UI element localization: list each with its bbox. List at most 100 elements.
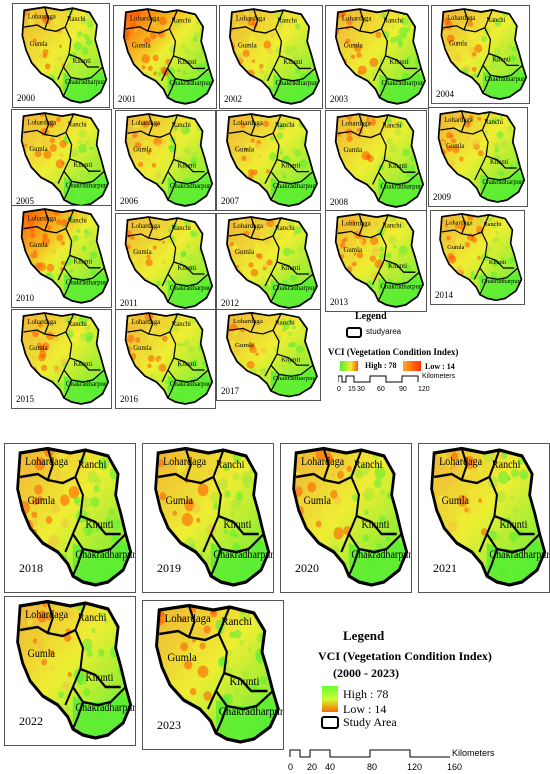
district-boundary — [356, 514, 397, 536]
scale-tick-label: 160 — [447, 762, 463, 772]
district-boundary — [441, 213, 467, 235]
district-boundary — [377, 271, 420, 286]
district-label-chakradharpur: Chakradharpur — [482, 179, 523, 186]
year-label: 2007 — [221, 196, 239, 206]
study-area-outline — [20, 112, 110, 207]
map-panel-2017: Lohardaga Ranchi Gumla Khunti Chakradharpur 2… — [216, 309, 321, 401]
district-boundary — [358, 214, 389, 239]
study-area-outline — [226, 216, 318, 309]
study-area-outline — [20, 312, 110, 405]
district-label-lohardaga: Lohardaga — [25, 455, 68, 468]
district-label-gumla: Gumla — [133, 146, 151, 153]
district-boundary — [223, 671, 268, 693]
district-boundary — [323, 449, 363, 485]
district-label-khunti: Khunti — [389, 58, 408, 66]
district-label-lohardaga: Lohardaga — [27, 319, 56, 326]
district-boundary — [482, 64, 523, 78]
year-label: 2008 — [330, 197, 348, 207]
district-label-chakradharpur: Chakradharpur — [66, 182, 107, 189]
district-label-ranchi: Ranchi — [484, 119, 503, 126]
district-label-lohardaga: Lohardaga — [25, 608, 68, 621]
district-boundary — [358, 114, 389, 139]
district-boundary — [279, 55, 312, 70]
district-label-ranchi: Ranchi — [277, 16, 297, 24]
year-label: 2020 — [295, 561, 319, 575]
district-label-chakradharpur: Chakradharpur — [275, 79, 317, 87]
district-label-ranchi: Ranchi — [216, 458, 244, 471]
vci-map-2017: Lohardaga Ranchi Gumla Khunti Chakradharpur — [226, 311, 318, 398]
year-label: 2014 — [435, 290, 453, 300]
scale-tick-label: 0 — [337, 386, 341, 393]
district-boundary — [276, 261, 309, 275]
district-label-gumla: Gumla — [132, 41, 152, 49]
vci-map-2010: Lohardaga Ranchi Gumla Khunti Chakradharpur — [20, 208, 110, 304]
district-label-ranchi: Ranchi — [78, 611, 106, 624]
district-label-khunti: Khunti — [178, 162, 197, 169]
district-boundary — [266, 28, 283, 82]
district-boundary — [378, 67, 422, 82]
vci-map-2021: Lohardaga Ranchi Gumla Khunti Chakradharpur — [430, 446, 549, 587]
bottom-vci-title: VCI (Vegetation Condition Index) — [318, 649, 492, 663]
district-label-chakradharpur: Chakradharpur — [351, 548, 412, 561]
district-label-lohardaga: Lohardaga — [342, 14, 372, 22]
district-boundary — [384, 159, 416, 173]
district-boundary — [463, 9, 493, 33]
top-vci-gradient-low — [403, 361, 421, 371]
study-area-outline — [124, 113, 214, 207]
district-label-gumla: Gumla — [447, 244, 464, 251]
district-boundary — [72, 686, 127, 707]
district-label-gumla: Gumla — [235, 342, 254, 349]
district-boundary — [372, 233, 387, 285]
district-label-lohardaga: Lohardaga — [131, 223, 160, 230]
map-panel-2010: Lohardaga Ranchi Gumla Khunti Chakradharpur 2… — [11, 205, 112, 308]
study-area-outline — [20, 208, 110, 304]
district-label-chakradharpur: Chakradharpur — [170, 285, 211, 292]
district-label-gumla: Gumla — [235, 248, 255, 256]
map-panel-2007: Lohardaga Ranchi Gumla Khunti Chakradharpur 2… — [216, 110, 321, 211]
year-label: 2023 — [157, 718, 181, 732]
bottom-scale-bar — [289, 749, 450, 758]
district-label-gumla: Gumla — [442, 494, 469, 507]
district-boundary — [68, 53, 99, 68]
district-label-gumla: Gumla — [29, 146, 47, 153]
district-boundary — [384, 259, 416, 273]
district-boundary — [270, 283, 280, 303]
map-panel-2000: Lohardaga Ranchi Gumla Khunti Chakradharpur 2… — [12, 3, 110, 108]
study-area-outline — [440, 8, 528, 100]
district-label-chakradharpur: Chakradharpur — [485, 76, 525, 83]
vci-map-2012: Lohardaga Ranchi Gumla Khunti Chakradharpur — [226, 216, 318, 309]
district-boundary — [486, 533, 541, 554]
district-label-chakradharpur: Chakradharpur — [273, 284, 316, 292]
district-label-gumla: Gumla — [446, 143, 464, 150]
district-label-khunti: Khunti — [74, 162, 93, 169]
district-boundary — [461, 214, 490, 237]
district-label-gumla: Gumla — [29, 345, 47, 352]
study-area-outline — [335, 8, 427, 105]
district-label-lohardaga: Lohardaga — [131, 120, 160, 127]
district-boundary — [71, 548, 84, 577]
district-label-gumla: Gumla — [235, 145, 255, 153]
vci-map-2011: Lohardaga Ranchi Gumla Khunti Chakradharpur — [124, 216, 214, 309]
district-label-ranchi: Ranchi — [492, 458, 520, 471]
district-label-chakradharpur: Chakradharpur — [482, 278, 521, 285]
district-boundary — [69, 357, 101, 371]
year-label: 2022 — [19, 714, 43, 728]
district-label-gumla: Gumla — [344, 41, 364, 49]
district-label-khunti: Khunti — [281, 357, 301, 364]
study-area-outline — [154, 446, 271, 587]
district-boundary — [44, 113, 75, 138]
district-boundary — [44, 7, 74, 33]
district-label-gumla: Gumla — [304, 494, 331, 507]
district-boundary — [188, 606, 231, 642]
top-vci-low: Low : 14 — [425, 362, 455, 371]
study-area-outline — [16, 599, 133, 740]
district-label-lohardaga: Lohardaga — [28, 12, 56, 20]
district-boundary — [337, 213, 364, 237]
district-boundary — [167, 181, 177, 201]
year-label: 2015 — [16, 394, 34, 404]
map-panel-2012: Lohardaga Ranchi Gumla Khunti Chakradharpur 2… — [216, 213, 321, 313]
district-boundary — [270, 374, 280, 392]
map-panel-2021: Lohardaga Ranchi Gumla Khunti Chakradharpur 2… — [418, 443, 550, 593]
district-boundary — [63, 277, 73, 297]
district-boundary — [147, 9, 178, 34]
